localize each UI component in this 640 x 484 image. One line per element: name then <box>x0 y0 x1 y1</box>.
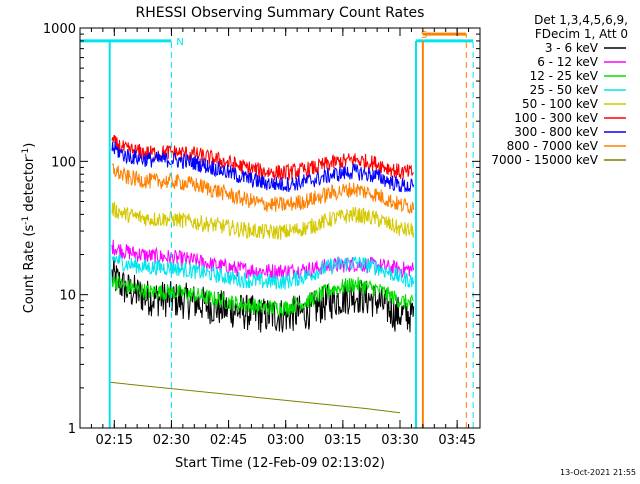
timestamp: 13-Oct-2021 21:55 <box>560 468 636 477</box>
y-tick-label: 10 <box>59 289 76 304</box>
x-tick-label: 03:45 <box>438 433 475 448</box>
x-tick-label: 02:45 <box>210 433 247 448</box>
legend-label: 12 - 25 keV <box>530 69 599 83</box>
chart-title: RHESSI Observing Summary Count Rates <box>136 5 425 21</box>
x-axis-label: Start Time (12-Feb-09 02:13:02) <box>175 456 385 471</box>
x-tick-label: 02:15 <box>96 433 133 448</box>
legend-header-line: FDecim 1, Att 0 <box>535 27 628 41</box>
series-line <box>111 258 415 333</box>
y-tick-label: 1000 <box>43 22 76 37</box>
legend-label: 800 - 7000 keV <box>507 139 599 153</box>
legend-label: 25 - 50 keV <box>530 83 599 97</box>
legend-label: 300 - 800 keV <box>514 125 598 139</box>
legend-label: 7000 - 15000 keV <box>491 153 598 167</box>
x-tick-label: 03:30 <box>381 433 418 448</box>
y-axis-label-part: detector <box>22 156 37 216</box>
y-axis-label: Count Rate (s-1 detector-1) <box>21 143 37 314</box>
series-line <box>111 254 415 290</box>
series-line <box>111 201 415 240</box>
series-line <box>111 141 415 193</box>
legend-label: 100 - 300 keV <box>514 111 598 125</box>
series-line <box>111 239 415 281</box>
legend: Det 1,3,4,5,6,9, FDecim 1, Att 0 3 - 6 k… <box>491 13 628 167</box>
marker-label: N <box>176 37 183 48</box>
y-tick-label: 100 <box>51 155 76 170</box>
plot-frame <box>79 27 481 429</box>
y-axis-label-exponent: -1 <box>21 148 31 157</box>
x-tick-label: 03:15 <box>324 433 361 448</box>
x-tick-label: 02:30 <box>153 433 190 448</box>
y-axis-label-part: Count Rate (s <box>22 225 37 314</box>
legend-label: 50 - 100 keV <box>522 97 599 111</box>
y-axis-label-part: ) <box>22 143 37 148</box>
series-line <box>111 274 414 317</box>
legend-header-line: Det 1,3,4,5,6,9, <box>534 13 628 27</box>
series-line <box>111 163 415 215</box>
legend-label: 3 - 6 keV <box>545 41 599 55</box>
x-tick-label: 03:00 <box>267 433 304 448</box>
y-axis-label-exponent: -1 <box>21 216 31 225</box>
y-tick-label: 1 <box>68 422 76 437</box>
legend-label: 6 - 12 keV <box>537 55 599 69</box>
series-line <box>109 381 401 414</box>
marker-label: S <box>421 30 427 41</box>
